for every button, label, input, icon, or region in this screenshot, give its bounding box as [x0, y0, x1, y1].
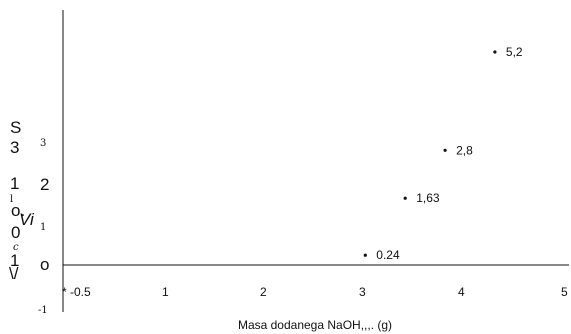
x-tick-label: * -0.5: [62, 285, 91, 299]
y-axis-label-fragment: o.: [11, 201, 25, 220]
x-tick-label: 1: [162, 285, 169, 299]
y-axis-label-fragment: S: [10, 118, 21, 137]
y-axis-label-fragment: 1: [10, 174, 19, 193]
y-tick-label: o: [40, 255, 49, 274]
y-axis-label: S 3 1 l o. 0 c 1 \/ Vi: [9, 118, 35, 283]
y-axis-label-fragment: 0: [11, 223, 20, 242]
data-point: [403, 196, 407, 200]
y-tick-label: 3: [40, 138, 46, 149]
y-axis-label-fragment: c: [13, 242, 19, 253]
data-point: [493, 50, 497, 54]
data-point: [363, 253, 367, 257]
x-tick-label: 2: [260, 285, 267, 299]
x-axis-label: Masa dodanega NaOH,,,. (g): [238, 318, 392, 332]
x-tick-label: 3: [359, 285, 366, 299]
data-label: 1,63: [416, 191, 440, 205]
y-axis-label-fragment: l: [10, 194, 13, 205]
y-tick-label: 2: [40, 175, 49, 194]
x-tick-label: 4: [458, 285, 465, 299]
y-axis-label-fragment: 1: [10, 251, 19, 270]
y-tick-labels: 3 2 1 o -1: [38, 138, 49, 316]
x-tick-label: 5: [561, 285, 568, 299]
y-axis-label-fragment: \/: [9, 264, 19, 283]
y-axis-label-fragment: 3: [10, 138, 19, 157]
data-label: 0.24: [376, 248, 400, 262]
data-label: 2,8: [456, 143, 473, 157]
x-tick-labels: * -0.5 1 2 3 4 5: [62, 285, 568, 299]
data-label: 5,2: [506, 45, 523, 59]
data-points: 0.24 1,63 2,8 5,2: [363, 45, 523, 262]
y-axis-label-fragment: Vi: [19, 210, 35, 229]
data-point: [443, 148, 447, 152]
y-tick-label: 1: [40, 222, 46, 233]
y-tick-label: -1: [38, 305, 48, 316]
